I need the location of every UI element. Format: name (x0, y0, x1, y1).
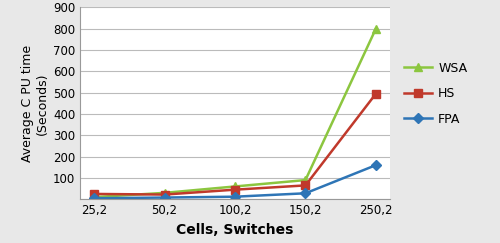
HS (373, 92, 379, 95)
HS (91, 192, 97, 195)
FPA (91, 197, 97, 200)
FPA (302, 192, 308, 195)
X-axis label: Cells, Switches: Cells, Switches (176, 223, 294, 237)
WSA (162, 191, 168, 194)
FPA (162, 196, 168, 199)
FPA (232, 195, 238, 198)
WSA (302, 179, 308, 182)
Line: HS: HS (90, 89, 380, 199)
Y-axis label: Average C PU time
(Seconds): Average C PU time (Seconds) (20, 45, 48, 162)
WSA (91, 196, 97, 199)
WSA (373, 27, 379, 30)
HS (302, 184, 308, 187)
HS (162, 193, 168, 196)
Line: FPA: FPA (90, 162, 380, 202)
WSA (232, 185, 238, 188)
Line: WSA: WSA (90, 25, 380, 201)
FPA (373, 164, 379, 167)
Legend: WSA, HS, FPA: WSA, HS, FPA (400, 57, 472, 131)
HS (232, 188, 238, 191)
